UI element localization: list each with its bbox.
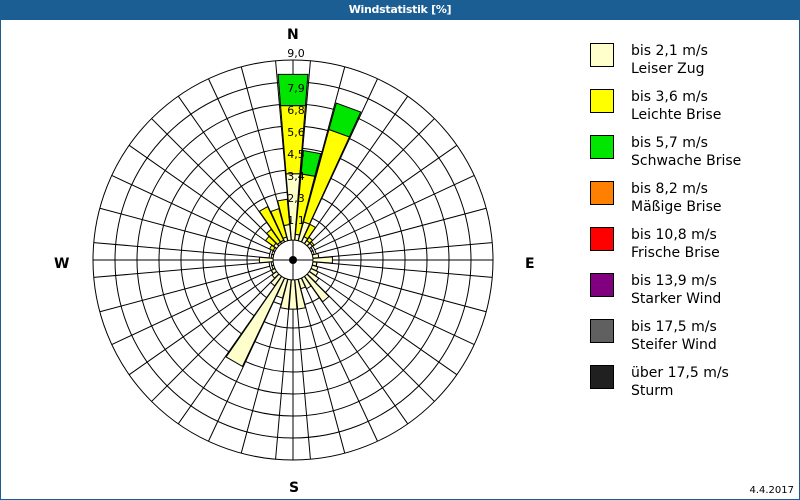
legend-swatch [590, 319, 614, 343]
wind-petal [270, 208, 288, 239]
wind-petal [279, 278, 292, 310]
legend-range: bis 3,6 m/s [631, 89, 708, 105]
wind-petal [271, 270, 280, 279]
wind-petal [300, 149, 322, 177]
ring-label: 4,5 [287, 148, 305, 161]
wind-petal [269, 273, 283, 287]
ring-label: 7,9 [287, 82, 305, 95]
legend-item: bis 5,7 m/s Schwache Brise [590, 134, 790, 180]
legend-item: bis 17,5 m/s Steifer Wind [590, 318, 790, 364]
ring-label: 3,4 [287, 170, 305, 183]
ring-label: 5,6 [287, 126, 305, 139]
date-label: 4.4.2017 [749, 485, 794, 496]
legend-range: über 17,5 m/s [631, 365, 729, 381]
wind-petal [275, 277, 289, 299]
ring-label: 6,8 [287, 104, 305, 117]
wind-petal [225, 275, 286, 368]
compass-south: S [289, 480, 300, 496]
wind-petal [265, 228, 281, 246]
wind-petal [276, 198, 291, 227]
wind-petal [270, 267, 278, 275]
wind-petal [328, 102, 362, 138]
compass-west: W [54, 256, 70, 272]
legend-item: bis 2,1 m/s Leiser Zug [590, 42, 790, 88]
legend-range: bis 5,7 m/s [631, 135, 708, 151]
legend-range: bis 10,8 m/s [631, 227, 717, 243]
wind-petal [258, 205, 285, 243]
legend-item: bis 13,9 m/s Starker Wind [590, 272, 790, 318]
wind-petal [309, 241, 315, 247]
legend-range: bis 17,5 m/s [631, 319, 717, 335]
legend-range: bis 2,1 m/s [631, 43, 708, 59]
legend-item: bis 3,6 m/s Leichte Brise [590, 88, 790, 134]
ring-label: 1,1 [287, 214, 305, 227]
legend-label: Frische Brise [631, 245, 720, 261]
legend-label: Leiser Zug [631, 61, 705, 77]
wind-petal [294, 278, 307, 310]
window-title: Windstatistik [%] [0, 0, 800, 20]
legend-swatch [590, 227, 614, 251]
wind-petal [300, 275, 312, 290]
legend-swatch [590, 365, 614, 389]
legend-item: über 17,5 m/s Sturm [590, 364, 790, 410]
wind-petal [303, 273, 330, 303]
legend-label: Schwache Brise [631, 153, 742, 169]
legend-label: Mäßige Brise [631, 199, 722, 215]
wind-petal [277, 73, 309, 107]
legend: bis 2,1 m/s Leiser Zug bis 3,6 m/s Leichte… [590, 42, 790, 410]
wind-petal [270, 261, 275, 267]
legend-item: bis 8,2 m/s Mäßige Brise [590, 180, 790, 226]
legend-label: Sturm [631, 383, 674, 399]
ring-label: 2,3 [287, 192, 305, 205]
legend-swatch [590, 135, 614, 159]
legend-range: bis 8,2 m/s [631, 181, 708, 197]
wind-petal [288, 279, 298, 310]
legend-swatch [590, 89, 614, 113]
legend-swatch [590, 43, 614, 67]
wind-petal [303, 223, 317, 240]
legend-label: Starker Wind [631, 291, 722, 307]
compass-north: N [287, 27, 299, 43]
legend-label: Leichte Brise [631, 107, 722, 123]
legend-item: bis 10,8 m/s Frische Brise [590, 226, 790, 272]
legend-swatch [590, 273, 614, 297]
legend-label: Steifer Wind [631, 337, 717, 353]
wind-petal [258, 256, 274, 264]
ring-label: 9,0 [287, 47, 305, 60]
wind-petal [312, 256, 333, 264]
legend-swatch [590, 181, 614, 205]
compass-east: E [525, 256, 535, 272]
legend-range: bis 13,9 m/s [631, 273, 717, 289]
